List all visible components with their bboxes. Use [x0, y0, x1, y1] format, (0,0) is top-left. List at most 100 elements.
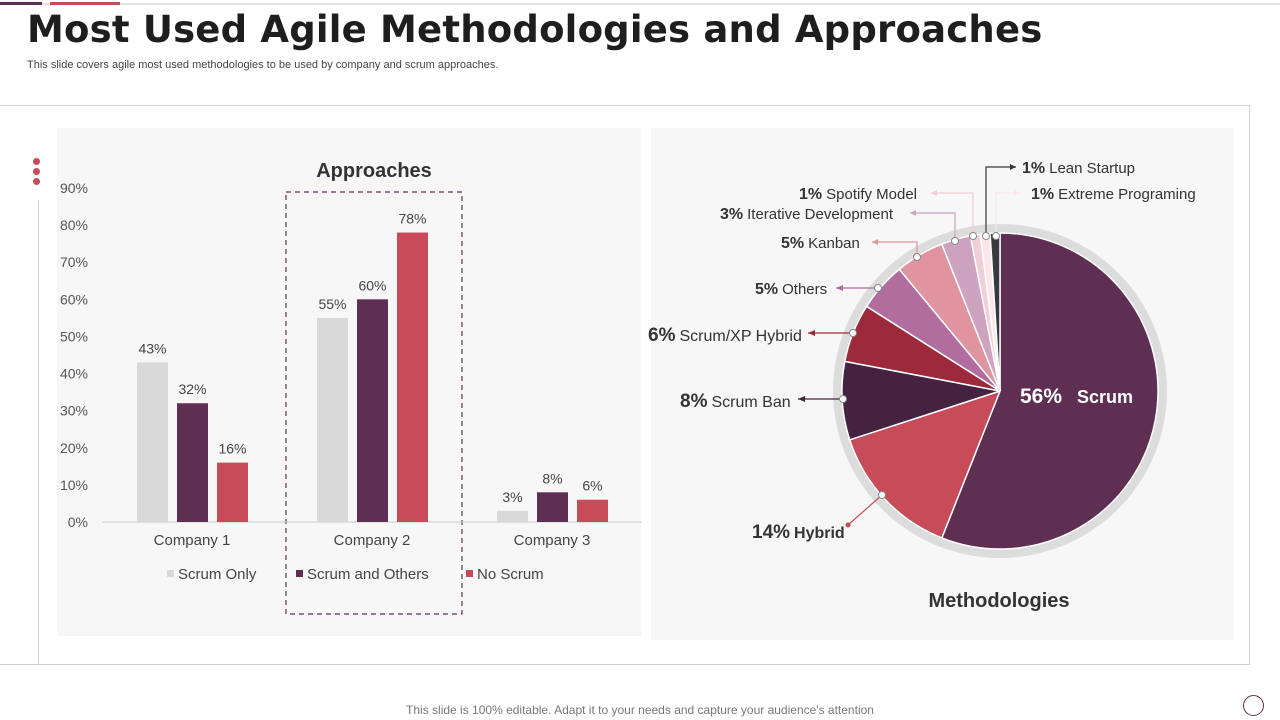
top-accent-dark [0, 2, 42, 5]
pie-callout-name: Others [782, 281, 827, 298]
bar-data-label: 3% [502, 489, 522, 505]
bar [137, 362, 168, 522]
bar [577, 499, 608, 522]
footer-note: This slide is 100% editable. Adapt it to… [406, 703, 874, 717]
pie-callout-label: 5% Kanban [781, 235, 860, 252]
pie-callout-label: 1% Spotify Model [799, 186, 917, 203]
y-tick-label: 10% [60, 477, 88, 493]
approaches-bar-chart: Approaches 0% 10% 20% 30% 40% 50% 60% 70% 80% 90% 4… [60, 160, 642, 615]
pie-callout-label: 1% Extreme Programing [1031, 186, 1196, 203]
bar [317, 317, 348, 522]
bar-data-label: 6% [582, 478, 602, 494]
bar-data-label: 16% [218, 441, 246, 457]
bar [177, 403, 208, 522]
highlight-box-company-2 [285, 191, 463, 615]
content-frame [0, 105, 1250, 665]
bar-chart-title: Approaches [316, 160, 432, 182]
legend-label: No Scrum [477, 566, 544, 583]
leader-line [985, 166, 1016, 236]
top-accent-red [50, 2, 120, 5]
pie-callout-name: Lean Startup [1049, 160, 1135, 177]
bar-data-label: 43% [138, 340, 166, 356]
bar [397, 232, 428, 523]
leader-dot [839, 395, 847, 403]
pie-callout-pct: 5% [781, 235, 804, 252]
pie-callout-label: 14% Hybrid [752, 522, 845, 543]
bar [537, 492, 568, 522]
leader-dot [969, 232, 977, 240]
x-tick-label: Company 2 [334, 532, 411, 549]
methodologies-pie-chart: 56% Scrum 14% Hybrid 8% Scrum Ban 6% Scrum/XP H… [648, 160, 1196, 612]
bar [497, 510, 528, 522]
pie-callout-label: 1% Lean Startup [1022, 160, 1135, 177]
legend-swatch [167, 570, 174, 577]
corner-circle-icon [1243, 695, 1264, 716]
bar-data-label: 78% [398, 211, 426, 227]
leader-arrow [836, 285, 843, 291]
pie-callout-label: 8% Scrum Ban [680, 391, 791, 412]
leader-dot [878, 491, 886, 499]
pie-callout-pct: 1% [799, 186, 822, 203]
pie-callout-label: 5% Others [755, 281, 827, 298]
pie-slice [940, 232, 1159, 550]
pie-callout-pct: 8% [680, 391, 708, 412]
y-tick-label: 90% [60, 180, 88, 196]
bar-data-label: 55% [318, 296, 346, 312]
bar [357, 299, 388, 522]
leader-arrow [931, 190, 937, 196]
top-rule [0, 3, 1280, 5]
y-tick-label: 40% [60, 366, 88, 382]
legend-swatch [296, 570, 303, 577]
leader-arrow [808, 330, 815, 336]
leader-line [995, 192, 1020, 236]
pie-callout-name: Extreme Programing [1058, 186, 1196, 203]
leader-dot [951, 237, 959, 245]
y-tick-label: 0% [68, 514, 88, 530]
leader-arrow [845, 522, 851, 528]
leader-arrow [910, 210, 916, 216]
legend-label: Scrum Only [178, 566, 257, 583]
pie-callout-name: Scrum Ban [711, 394, 790, 411]
pie-label-pct: 56% [1020, 385, 1062, 408]
y-tick-label: 80% [60, 217, 88, 233]
pie-callout-name: Spotify Model [826, 186, 917, 203]
leader-dot [874, 284, 882, 292]
legend-swatch [466, 570, 473, 577]
y-tick-label: 30% [60, 403, 88, 419]
pie-chart-title: Methodologies [928, 590, 1069, 612]
leader-line [931, 192, 974, 236]
y-tick-label: 70% [60, 254, 88, 270]
leader-dot [913, 253, 921, 261]
pie-callout-label: 3% Iterative Development [720, 206, 894, 223]
y-tick-label: 50% [60, 328, 88, 344]
bar-data-label: 32% [178, 381, 206, 397]
leader-line [910, 212, 956, 241]
leader-dot [982, 232, 990, 240]
pie-callout-pct: 6% [648, 325, 676, 346]
pie-callout-name: Hybrid [794, 525, 845, 542]
leader-arrow [798, 396, 805, 402]
pie-label-name: Scrum [1077, 387, 1133, 407]
bar [217, 462, 248, 522]
frame-left-rule [38, 200, 39, 665]
leader-line [847, 494, 883, 526]
x-tick-label: Company 3 [514, 532, 591, 549]
x-tick-label: Company 1 [154, 532, 231, 549]
pie-callout-name: Kanban [808, 235, 860, 252]
pie-callout-pct: 14% [752, 522, 790, 543]
leader-dot [992, 232, 1000, 240]
leader-arrow [872, 239, 878, 245]
y-tick-label: 20% [60, 440, 88, 456]
pie-callout-pct: 1% [1022, 160, 1045, 177]
pie-callout-pct: 3% [720, 206, 743, 223]
legend-label: Scrum and Others [307, 566, 429, 583]
leader-arrow [1014, 190, 1020, 196]
pie-callout-name: Iterative Development [747, 206, 894, 223]
pie-callout-name: Scrum/XP Hybrid [679, 328, 801, 345]
leader-dot [849, 329, 857, 337]
y-tick-label: 60% [60, 291, 88, 307]
pie-callout-pct: 1% [1031, 186, 1054, 203]
leader-line [872, 241, 918, 257]
more-dots-icon [33, 158, 41, 188]
leader-arrow [1010, 164, 1016, 170]
